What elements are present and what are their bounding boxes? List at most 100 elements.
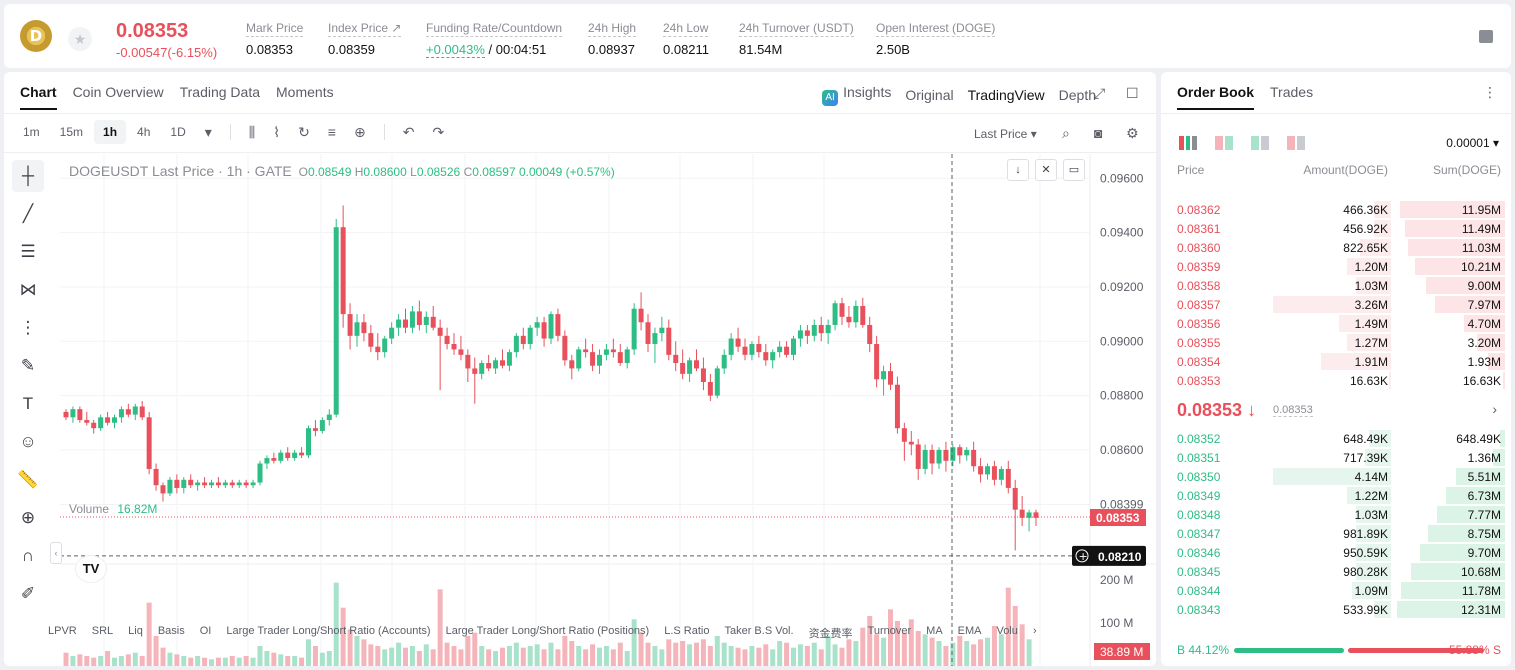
indicator-funding-rate[interactable]: 资金费率 — [808, 628, 853, 640]
book-icon[interactable] — [1479, 30, 1493, 43]
interval-15m[interactable]: 15m — [59, 125, 84, 139]
redo-icon[interactable]: ↷ — [432, 123, 445, 140]
candle-body — [257, 463, 263, 483]
volume-bar — [742, 649, 748, 666]
brush-tool-icon[interactable]: ✎ — [20, 356, 36, 375]
candlestick-chart[interactable]: 0.09600 0.09400 0.09200 0.09000 0.08800 0.086… — [60, 154, 1156, 666]
magnet-tool-icon[interactable]: ∩ — [21, 546, 35, 565]
ask-row[interactable]: 0.08355 1.27M 3.20M — [1161, 333, 1511, 352]
candle-type-icon[interactable]: ⫼ — [248, 123, 256, 140]
indicator-volume[interactable]: Volu — [996, 625, 1018, 637]
more-options-icon[interactable]: ⋮ — [1483, 84, 1497, 100]
indicator-srl[interactable]: SRL — [91, 625, 114, 637]
template-icon[interactable]: ≡ — [327, 124, 336, 140]
horizontal-lines-tool-icon[interactable]: ☰ — [20, 242, 36, 261]
indicator-turnover[interactable]: Turnover — [867, 625, 912, 637]
indicator-ema[interactable]: EMA — [957, 625, 982, 637]
interval-4h[interactable]: 4h — [137, 125, 151, 139]
bid-row[interactable]: 0.08350 4.14M 5.51M — [1161, 467, 1511, 486]
ask-row[interactable]: 0.08360 822.65K 11.03M — [1161, 238, 1511, 257]
volume-bar — [929, 637, 935, 666]
tab-depth[interactable]: Depth — [1058, 87, 1096, 103]
emoji-tool-icon[interactable]: ☺ — [19, 432, 37, 451]
indicator-taker-vol[interactable]: Taker B.S Vol. — [724, 625, 794, 637]
settings-gear-icon[interactable]: ⚙ — [1126, 125, 1139, 141]
indicator-ma[interactable]: MA — [926, 625, 943, 637]
scroll-down-icon[interactable]: ↓ — [1007, 159, 1029, 181]
interval-1m[interactable]: 1m — [23, 125, 40, 139]
amount-depth-bar — [1389, 372, 1391, 389]
pencil-tool-icon[interactable]: ✐ — [20, 584, 36, 603]
price-type-select[interactable]: Last Price ▾ — [974, 127, 1037, 141]
bid-row[interactable]: 0.08349 1.22M 6.73M — [1161, 486, 1511, 505]
stat-index-price[interactable]: Index Price ↗ 0.08359 — [328, 21, 402, 57]
bid-row[interactable]: 0.08343 533.99K 12.31M — [1161, 600, 1511, 619]
view-asks-bids-icon[interactable] — [1215, 136, 1233, 150]
bid-row[interactable]: 0.08345 980.28K 10.68M — [1161, 562, 1511, 581]
tab-insights[interactable]: AI Insights — [822, 84, 891, 106]
bid-row[interactable]: 0.08351 717.39K 1.36M — [1161, 448, 1511, 467]
indicator-lpvr[interactable]: LPVR — [48, 625, 77, 637]
bid-row[interactable]: 0.08346 950.59K 9.70M — [1161, 543, 1511, 562]
indicator-lt-ratio-positions[interactable]: Large Trader Long/Short Ratio (Positions… — [445, 625, 650, 637]
collapse-icon[interactable]: ✕ — [1035, 159, 1057, 181]
stat-funding-rate[interactable]: Funding Rate/Countdown +0.0043% / 00:04:… — [426, 21, 563, 58]
indicator-lt-ratio-accounts[interactable]: Large Trader Long/Short Ratio (Accounts) — [226, 625, 431, 637]
ask-row[interactable]: 0.08359 1.20M 10.21M — [1161, 257, 1511, 276]
tab-trades[interactable]: Trades — [1270, 84, 1314, 100]
stat-mark-price[interactable]: Mark Price 0.08353 — [246, 21, 304, 57]
favorite-star-icon[interactable]: ★ — [68, 27, 92, 51]
window-icon[interactable]: ☐ — [1126, 85, 1139, 101]
indicator-liq[interactable]: Liq — [128, 625, 143, 637]
tab-moments[interactable]: Moments — [276, 84, 334, 100]
price-chart[interactable]: 0.09600 0.09400 0.09200 0.09000 0.08800 0.086… — [60, 154, 1156, 666]
stat-24h-turnover: 24h Turnover (USDT) 81.54M — [739, 21, 854, 57]
fullscreen-icon[interactable]: ▭ — [1063, 159, 1085, 181]
undo-icon[interactable]: ↶ — [402, 123, 415, 140]
ask-row[interactable]: 0.08357 3.26M 7.97M — [1161, 295, 1511, 314]
indicators-icon[interactable]: ⌇ — [273, 123, 281, 140]
bid-row[interactable]: 0.08352 648.49K 648.49K — [1161, 429, 1511, 448]
collapse-sidebar-icon[interactable]: ‹ — [50, 542, 62, 564]
bid-row[interactable]: 0.08348 1.03M 7.77M — [1161, 505, 1511, 524]
ask-row[interactable]: 0.08354 1.91M 1.93M — [1161, 352, 1511, 371]
view-bids-icon[interactable] — [1251, 136, 1269, 150]
view-both-icon[interactable] — [1179, 136, 1198, 150]
pattern-tool-icon[interactable]: ⋈ — [19, 280, 37, 299]
refresh-icon[interactable]: ↻ — [298, 123, 310, 140]
camera-icon[interactable]: ◙ — [1094, 125, 1103, 141]
trend-line-tool-icon[interactable]: ╱ — [22, 204, 34, 223]
tab-tradingview[interactable]: TradingView — [967, 87, 1045, 103]
tab-original[interactable]: Original — [905, 87, 954, 103]
ask-row[interactable]: 0.08362 466.36K 11.95M — [1161, 200, 1511, 219]
bid-row[interactable]: 0.08347 981.89K 8.75M — [1161, 524, 1511, 543]
expand-icon[interactable]: ⤢ — [1094, 85, 1106, 101]
ask-row[interactable]: 0.08361 456.92K 11.49M — [1161, 219, 1511, 238]
zoom-tool-icon[interactable]: ⊕ — [20, 508, 36, 527]
ask-row[interactable]: 0.08356 1.49M 4.70M — [1161, 314, 1511, 333]
ask-row[interactable]: 0.08353 16.63K 16.63K — [1161, 371, 1511, 390]
search-icon[interactable]: ⌕ — [1062, 125, 1070, 141]
interval-1d[interactable]: 1D — [170, 125, 186, 139]
interval-1h[interactable]: 1h — [94, 120, 127, 144]
indicator-oi[interactable]: OI — [199, 625, 212, 637]
bid-row[interactable]: 0.08344 1.09M 11.78M — [1161, 581, 1511, 600]
interval-dropdown-icon[interactable]: ▾ — [204, 123, 212, 140]
tab-order-book[interactable]: Order Book — [1177, 84, 1255, 110]
tab-trading-data[interactable]: Trading Data — [179, 84, 261, 100]
tab-chart[interactable]: Chart — [20, 84, 57, 110]
indicator-basis[interactable]: Basis — [157, 625, 185, 637]
ruler-tool-icon[interactable]: 📏 — [17, 470, 39, 489]
ask-row[interactable]: 0.08358 1.03M 9.00M — [1161, 276, 1511, 295]
view-asks-icon[interactable] — [1287, 136, 1305, 150]
chevron-right-icon[interactable]: › — [1492, 401, 1497, 417]
text-tool-icon[interactable]: T — [22, 394, 34, 413]
volume-bar — [215, 657, 221, 666]
precision-select[interactable]: 0.00001 ▾ — [1446, 136, 1499, 150]
add-alert-icon[interactable]: ⊕ — [353, 123, 366, 140]
fib-tool-icon[interactable]: ⋮ — [19, 318, 37, 337]
chevron-right-icon[interactable]: › — [1032, 625, 1037, 637]
tab-coin-overview[interactable]: Coin Overview — [72, 84, 164, 100]
indicator-ls-ratio[interactable]: L.S Ratio — [664, 625, 710, 637]
crosshair-tool-icon[interactable]: ┼ — [12, 160, 44, 192]
